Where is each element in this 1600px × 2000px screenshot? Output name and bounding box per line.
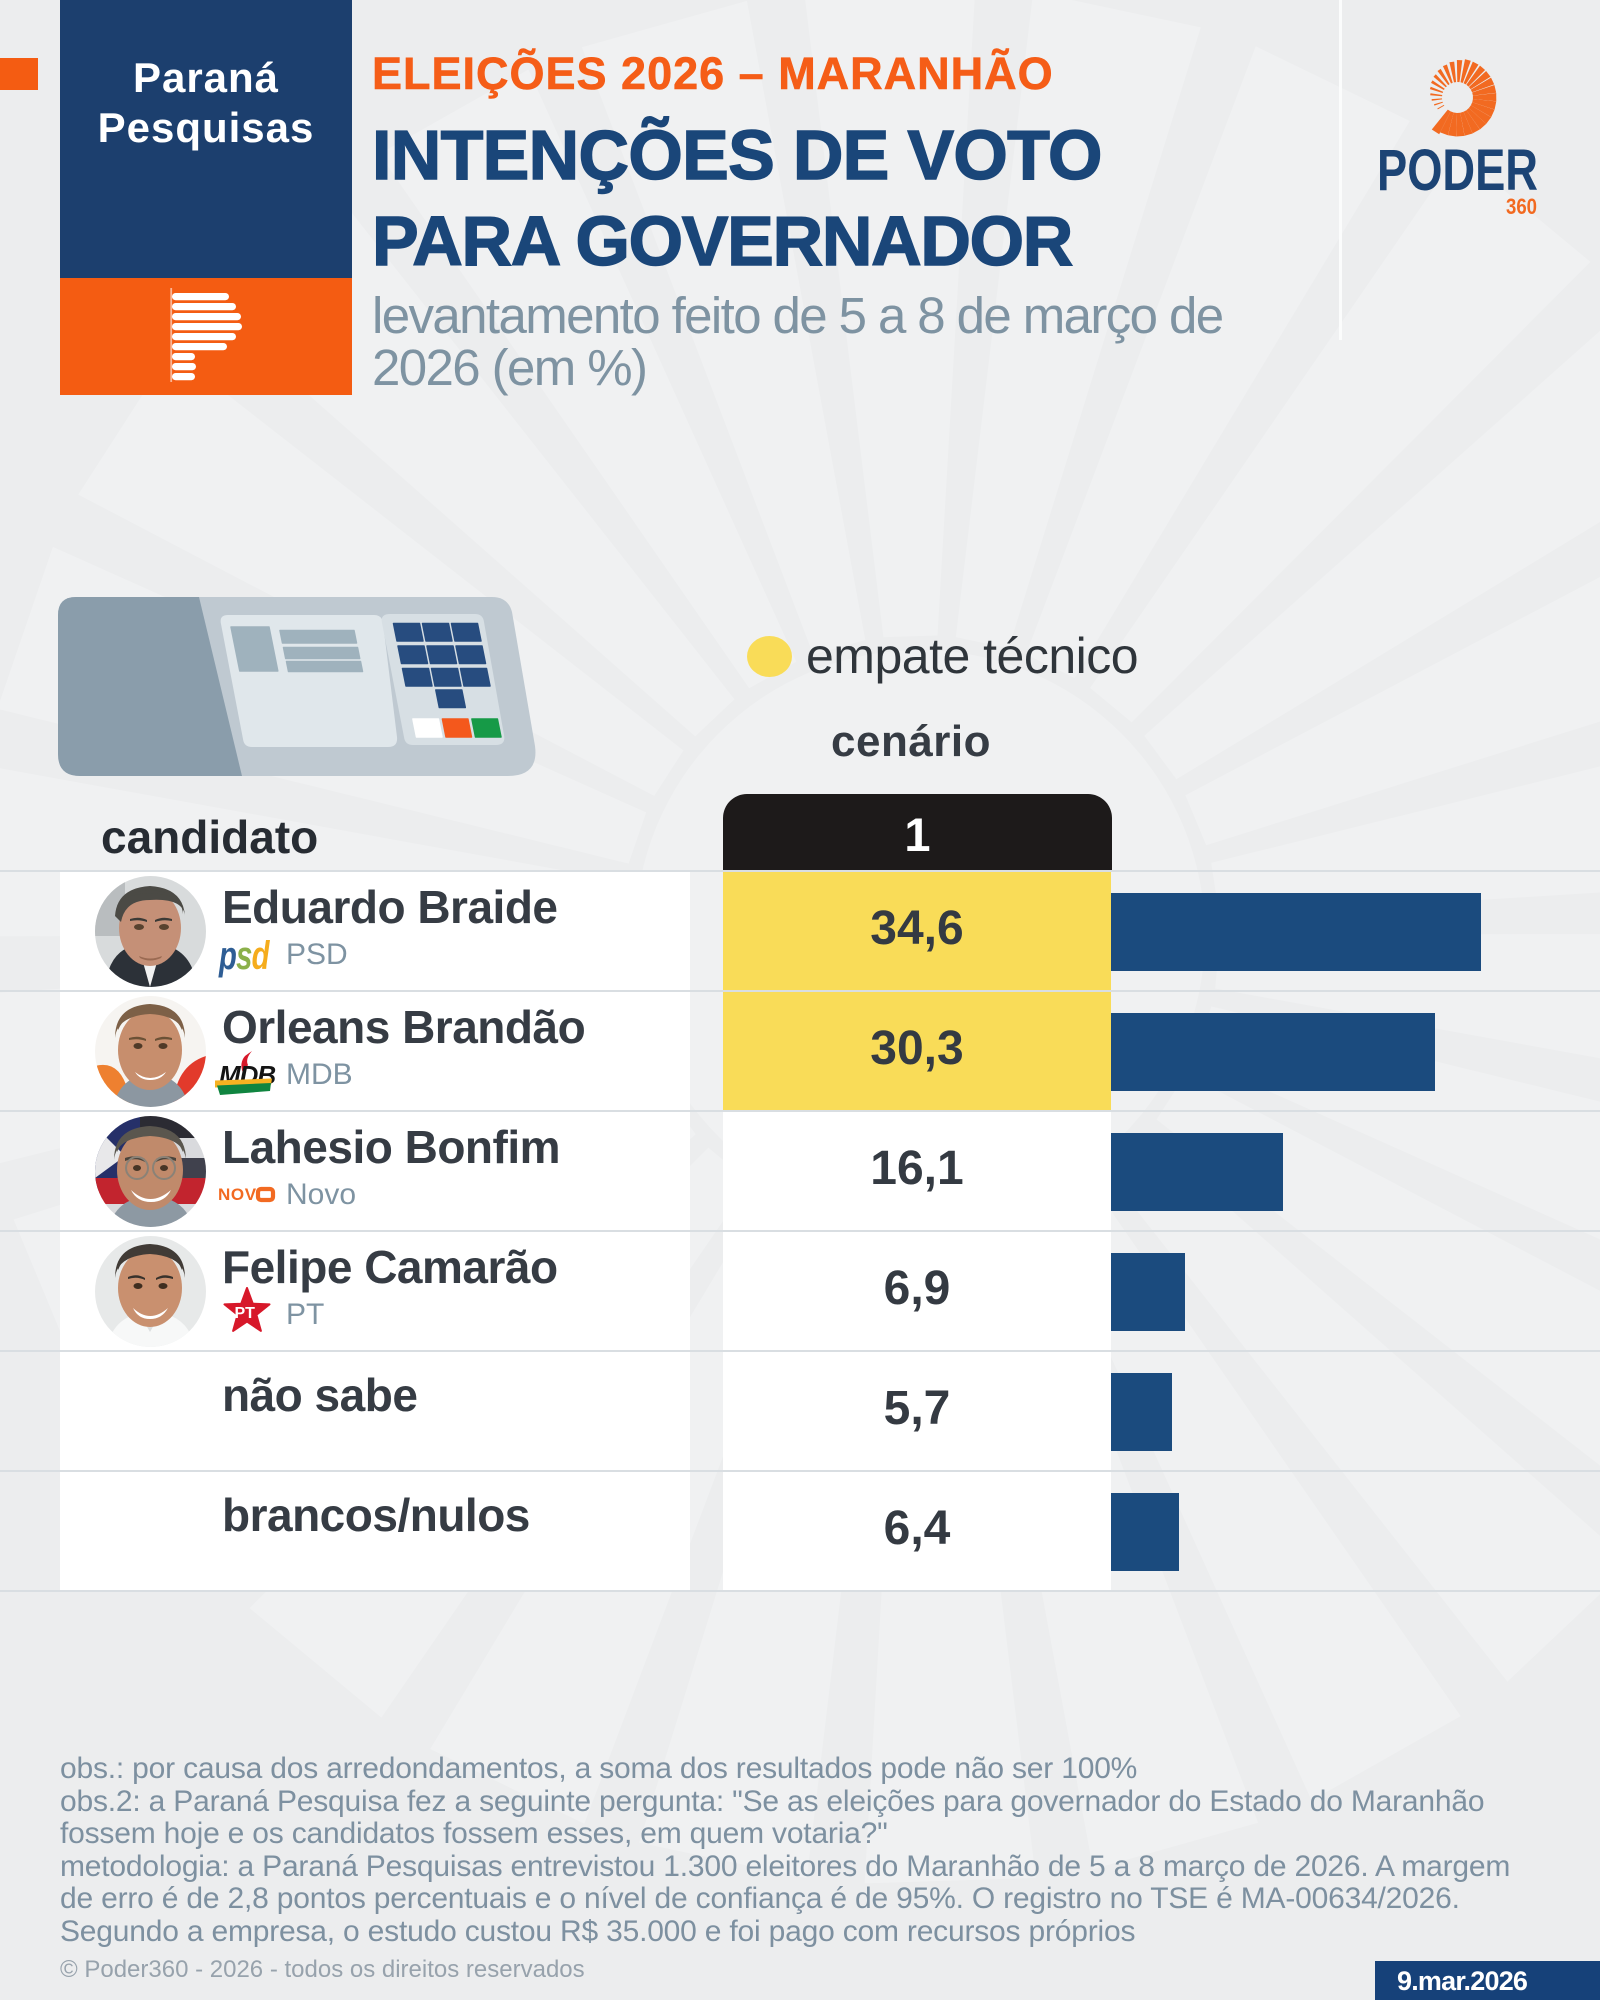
svg-text:PT: PT xyxy=(235,1305,256,1322)
svg-text:PODER: PODER xyxy=(1377,138,1538,203)
svg-text:360: 360 xyxy=(1506,194,1537,219)
svg-text:NOV: NOV xyxy=(218,1186,257,1203)
